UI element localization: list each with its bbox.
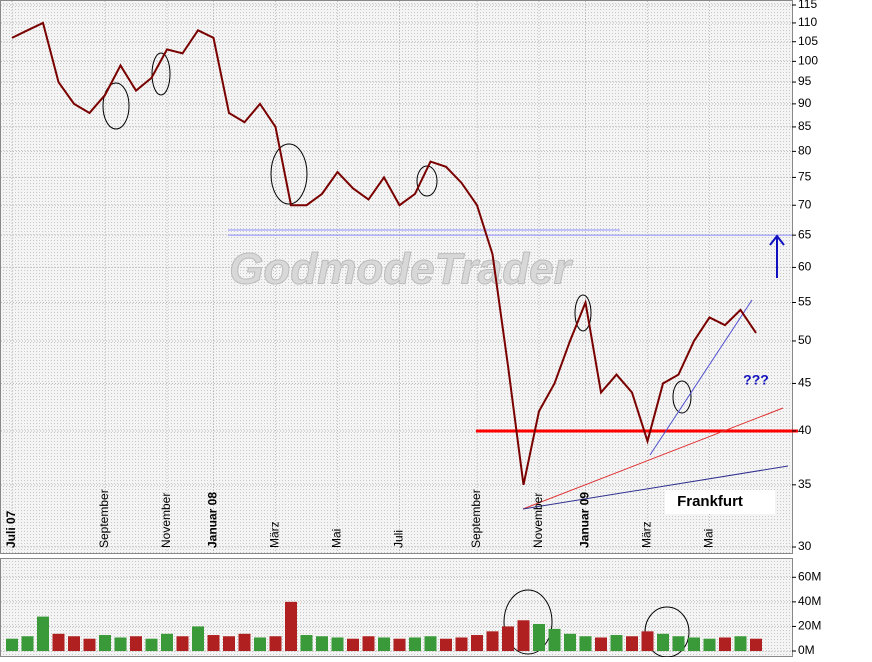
y-tick-label: 40M	[798, 594, 821, 608]
x-tick-label: Juli 07	[4, 510, 18, 548]
volume-bar	[533, 623, 545, 651]
annotation: ???	[743, 372, 769, 388]
volume-bar	[486, 631, 499, 651]
y-tick-label: 55	[798, 295, 812, 309]
volume-bar	[130, 636, 142, 651]
volume-bar	[641, 631, 654, 651]
volume-bar	[610, 635, 623, 651]
y-tick-label: 40	[798, 423, 812, 437]
volume-bar	[579, 636, 592, 651]
y-tick-label: 60	[798, 260, 812, 274]
y-tick-label: 95	[798, 74, 812, 88]
y-tick-label: 35	[798, 477, 812, 491]
volume-bar	[161, 633, 173, 651]
x-tick-label: Juli	[392, 530, 406, 548]
volume-bar	[207, 635, 220, 651]
trend-line	[522, 465, 789, 510]
label-box	[665, 490, 775, 514]
y-tick-label: 50	[798, 333, 812, 347]
x-tick-label: Januar 09	[578, 492, 592, 548]
volume-bar	[254, 637, 266, 651]
y-tick-label: 60M	[798, 569, 821, 583]
y-tick-label: 65	[798, 227, 812, 241]
volume-bar	[145, 638, 158, 651]
y-tick-label: 80	[798, 144, 812, 158]
annotation: Frankfurt	[677, 493, 743, 510]
volume-bar	[83, 638, 96, 651]
volume-bar	[455, 637, 468, 651]
x-tick-label: September	[469, 489, 483, 548]
price-line	[11, 21, 757, 486]
volume-bar	[68, 636, 80, 651]
x-tick-label: November	[531, 493, 545, 548]
arrow	[769, 234, 785, 278]
volume-bar	[347, 638, 359, 651]
y-tick-label: 45	[798, 376, 812, 390]
volume-bar	[378, 637, 390, 651]
volume-bar	[409, 637, 421, 651]
x-tick-label: Mai	[702, 529, 716, 548]
volume-bar	[502, 626, 514, 651]
x-tick-label: Januar 08	[206, 492, 220, 548]
y-tick-label: 85	[798, 119, 812, 133]
x-tick-label: November	[159, 493, 173, 548]
volume-bar	[285, 601, 297, 651]
watermark: GodmodeTrader	[229, 245, 573, 294]
volume-bar	[595, 637, 607, 651]
volume-bar	[223, 636, 235, 651]
x-tick-label: März	[268, 521, 282, 548]
y-tick-label: 0M	[798, 643, 815, 657]
trend-line	[649, 299, 753, 456]
volume-bar	[424, 636, 437, 651]
y-tick-label: 115	[798, 0, 817, 11]
y-tick-label: 110	[798, 15, 817, 29]
volume-bar	[316, 636, 328, 651]
volume-bar	[269, 636, 282, 651]
y-tick-label: 90	[798, 96, 812, 110]
volume-bar	[548, 628, 561, 651]
circles	[102, 52, 692, 658]
volume-bar	[657, 633, 669, 651]
volume-bar	[192, 626, 204, 651]
volume-bar	[331, 637, 344, 651]
x-tick-label: September	[97, 489, 111, 548]
volume-bar	[564, 633, 576, 651]
volume-bar	[176, 636, 189, 651]
volume-bar	[393, 638, 406, 651]
x-tick-label: März	[640, 521, 654, 548]
volume-bar	[703, 638, 716, 651]
volume-bar	[672, 636, 685, 651]
volume-bar	[300, 635, 313, 651]
volume-bar	[99, 635, 111, 651]
y-tick-label: 70	[798, 197, 812, 211]
volume-bar	[750, 638, 762, 651]
y-tick-label: 105	[798, 34, 818, 48]
volume-bar	[238, 633, 251, 651]
volume-bar	[626, 636, 638, 651]
y-tick-label: 100	[798, 54, 818, 68]
trend-line	[522, 407, 784, 510]
volume-bar	[37, 616, 49, 651]
y-tick-label: 30	[798, 539, 812, 553]
volume-bar	[440, 638, 452, 651]
price-panel	[0, 0, 793, 554]
volume-bar	[688, 637, 700, 651]
volume-bar	[6, 638, 18, 651]
y-tick-label: 20M	[798, 619, 821, 633]
volume-bar	[517, 620, 530, 651]
volume-bar	[114, 637, 127, 651]
volume-bar	[21, 636, 34, 651]
volume-bar	[734, 636, 747, 651]
volume-bar	[471, 635, 483, 651]
x-tick-label: Mai	[330, 529, 344, 548]
volume-bar	[362, 636, 375, 651]
volume-bar	[719, 637, 731, 651]
y-tick-label: 75	[798, 170, 812, 184]
volume-bar	[52, 633, 65, 651]
